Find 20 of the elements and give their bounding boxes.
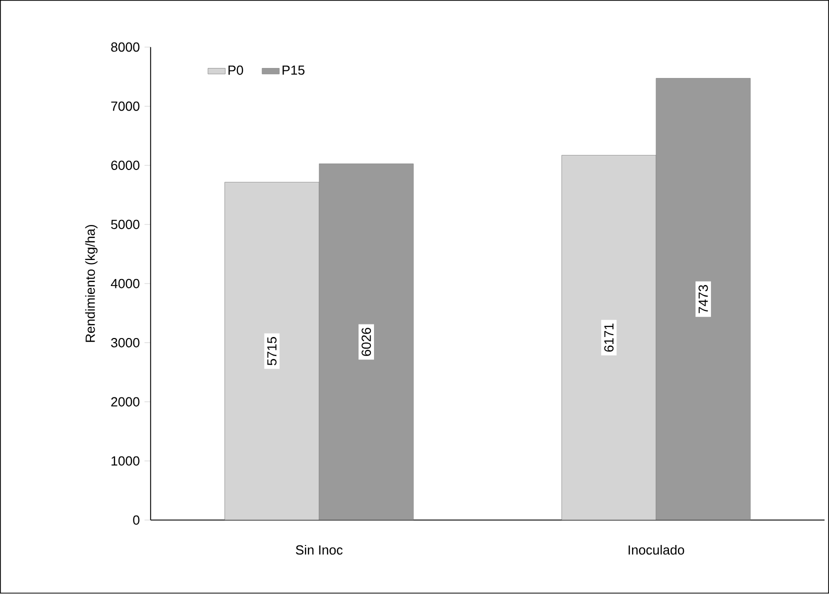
y-tick-label: 1000 [112,456,140,466]
y-tick-label: 6000 [111,160,140,170]
y-tick-label: 2000 [111,397,140,407]
x-tick-label: Inoculado [628,545,684,555]
data-label: 7473 [698,285,708,314]
y-tick-label: 3000 [111,338,140,348]
data-label: 5715 [267,337,277,366]
legend-label: P0 [228,66,244,76]
bar [318,164,414,520]
y-tick-label: 0 [133,516,140,525]
y-tick-label: 4000 [110,279,140,288]
y-tick-label: 5000 [111,220,140,230]
data-label: 6026 [362,328,371,356]
y-tick-label: 7000 [111,102,140,112]
y-tick-label: 8000 [111,42,140,52]
legend-label: P15 [282,66,304,76]
y-axis-title: Rendimiento (kg/ha) [85,225,98,342]
data-label: 6171 [604,324,614,352]
bar [656,78,751,520]
x-tick-label: Sin Inoc [296,545,343,555]
